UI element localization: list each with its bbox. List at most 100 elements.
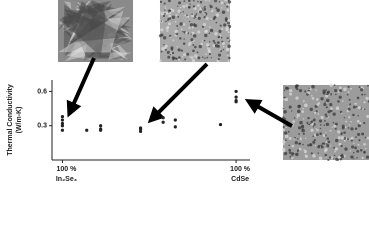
particle <box>198 44 202 49</box>
particle <box>357 124 361 128</box>
particle <box>288 105 292 109</box>
point <box>138 129 143 134</box>
particle <box>293 138 295 140</box>
particle <box>227 44 231 48</box>
particle <box>334 127 337 130</box>
particle <box>285 139 287 142</box>
point <box>234 95 238 99</box>
particle <box>205 43 210 47</box>
particle <box>329 102 333 107</box>
particle <box>164 8 167 10</box>
particle <box>164 5 167 8</box>
particle <box>190 33 192 35</box>
particle <box>221 41 226 46</box>
particle <box>332 121 335 124</box>
particle <box>202 12 206 16</box>
particle <box>171 56 175 60</box>
particle <box>220 36 223 39</box>
particle <box>296 116 299 119</box>
particle <box>325 143 328 145</box>
particle <box>362 107 365 110</box>
particle <box>320 115 324 119</box>
particle <box>177 15 180 18</box>
particle <box>311 84 315 89</box>
particle <box>347 85 350 88</box>
particle <box>177 5 179 7</box>
particle <box>283 109 287 114</box>
particle <box>188 20 191 23</box>
particle <box>209 26 211 28</box>
particle <box>354 102 357 105</box>
particle <box>182 42 186 45</box>
particle <box>340 154 345 159</box>
particle <box>356 119 360 123</box>
particle <box>286 84 289 86</box>
particle <box>354 127 358 130</box>
particle <box>283 97 286 101</box>
particle <box>318 144 320 147</box>
particle <box>302 143 304 146</box>
particle <box>159 11 162 13</box>
particle <box>327 90 331 94</box>
particle <box>367 84 369 87</box>
particle <box>347 106 350 108</box>
particle <box>204 5 206 8</box>
particle <box>302 132 305 135</box>
particle <box>200 42 203 46</box>
particle <box>168 17 172 20</box>
particle <box>365 155 369 159</box>
particle <box>347 127 350 129</box>
particle <box>339 89 342 93</box>
particle <box>359 148 363 152</box>
particle <box>183 38 185 40</box>
particle <box>358 139 361 142</box>
x-tick-label: 100 % <box>56 166 77 173</box>
point <box>60 124 65 128</box>
particle <box>297 138 299 140</box>
particle <box>220 1 224 5</box>
particle <box>228 0 232 4</box>
particle <box>223 23 227 27</box>
particle <box>188 26 191 30</box>
particle <box>310 120 314 124</box>
particle <box>187 0 191 3</box>
particle <box>210 57 213 59</box>
particle <box>348 98 351 101</box>
particle <box>283 131 288 135</box>
particle <box>324 153 328 157</box>
particle <box>316 98 319 100</box>
particle <box>221 10 226 14</box>
particle <box>185 31 188 35</box>
particle <box>209 4 211 6</box>
point <box>161 116 165 120</box>
particle <box>343 131 346 134</box>
particle <box>357 143 360 146</box>
particle <box>167 0 171 3</box>
particle <box>209 5 213 9</box>
particle <box>182 5 186 8</box>
particle <box>217 58 220 61</box>
particle <box>163 11 165 14</box>
particle <box>162 14 166 18</box>
particle <box>328 156 332 159</box>
particle <box>344 126 347 129</box>
particle <box>324 150 327 153</box>
particle <box>309 143 313 147</box>
particle <box>289 88 293 93</box>
particle <box>214 32 218 36</box>
particle <box>320 145 324 149</box>
particle <box>333 146 336 149</box>
particle <box>334 88 338 93</box>
particle <box>190 38 194 42</box>
particle <box>310 94 313 97</box>
particle <box>329 93 332 95</box>
particle <box>350 139 354 142</box>
x-tick-label: 100 % <box>230 166 251 173</box>
particle <box>335 93 337 96</box>
particle <box>337 100 340 103</box>
point <box>138 127 143 131</box>
particle <box>283 89 286 92</box>
particle <box>298 142 301 145</box>
particle <box>302 107 304 110</box>
y-label: Thermal Conductivity <box>7 84 14 156</box>
